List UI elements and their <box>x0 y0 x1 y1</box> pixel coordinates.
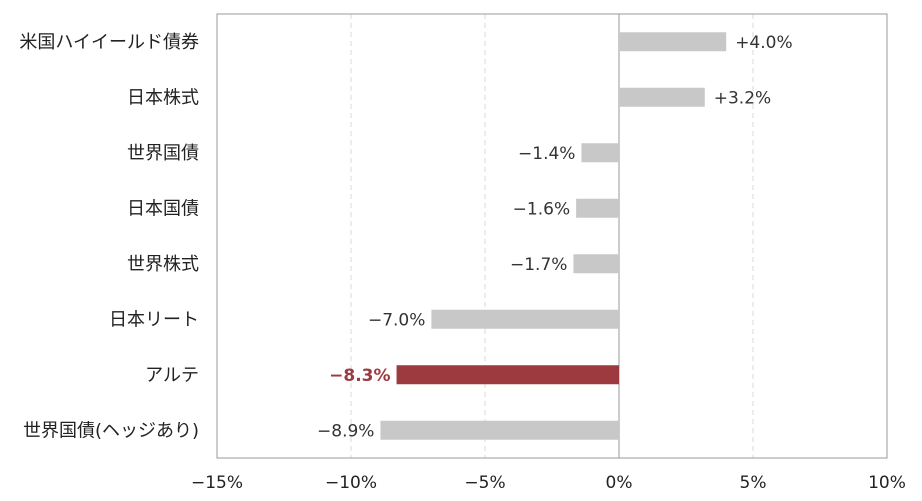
x-tick-label-5: 10% <box>868 473 906 493</box>
category-label-2: 世界国債 <box>127 143 199 164</box>
category-label-4: 世界株式 <box>127 254 199 275</box>
x-tick-label-3: 0% <box>606 473 633 493</box>
bar-1 <box>619 87 705 107</box>
data-label-2: −1.4% <box>518 144 575 164</box>
data-label-5: −7.0% <box>368 310 425 330</box>
bar-5 <box>431 309 619 329</box>
category-label-6: アルテ <box>145 365 199 386</box>
data-label-4: −1.7% <box>510 255 567 275</box>
data-label-7: −8.9% <box>317 421 374 441</box>
category-label-5: 日本リート <box>109 309 199 330</box>
category-label-1: 日本株式 <box>127 87 199 108</box>
bar-3 <box>576 198 619 218</box>
bar-2 <box>581 143 619 163</box>
x-tick-label-4: 5% <box>740 473 767 493</box>
data-label-6: −8.3% <box>329 366 390 386</box>
x-tick-label-0: −15% <box>191 473 243 493</box>
bar-7 <box>380 420 619 440</box>
bar-4 <box>573 254 619 274</box>
x-tick-label-1: −10% <box>325 473 377 493</box>
x-tick-label-2: −5% <box>464 473 505 493</box>
data-label-0: +4.0% <box>735 33 792 53</box>
category-label-3: 日本国債 <box>127 198 199 219</box>
data-label-3: −1.6% <box>513 199 570 219</box>
bar-0 <box>619 32 727 52</box>
category-label-0: 米国ハイイールド債券 <box>19 32 199 53</box>
bar-6 <box>396 365 619 385</box>
data-label-1: +3.2% <box>714 88 771 108</box>
plot-frame <box>216 13 888 459</box>
category-label-7: 世界国債(ヘッジあり) <box>23 420 199 441</box>
